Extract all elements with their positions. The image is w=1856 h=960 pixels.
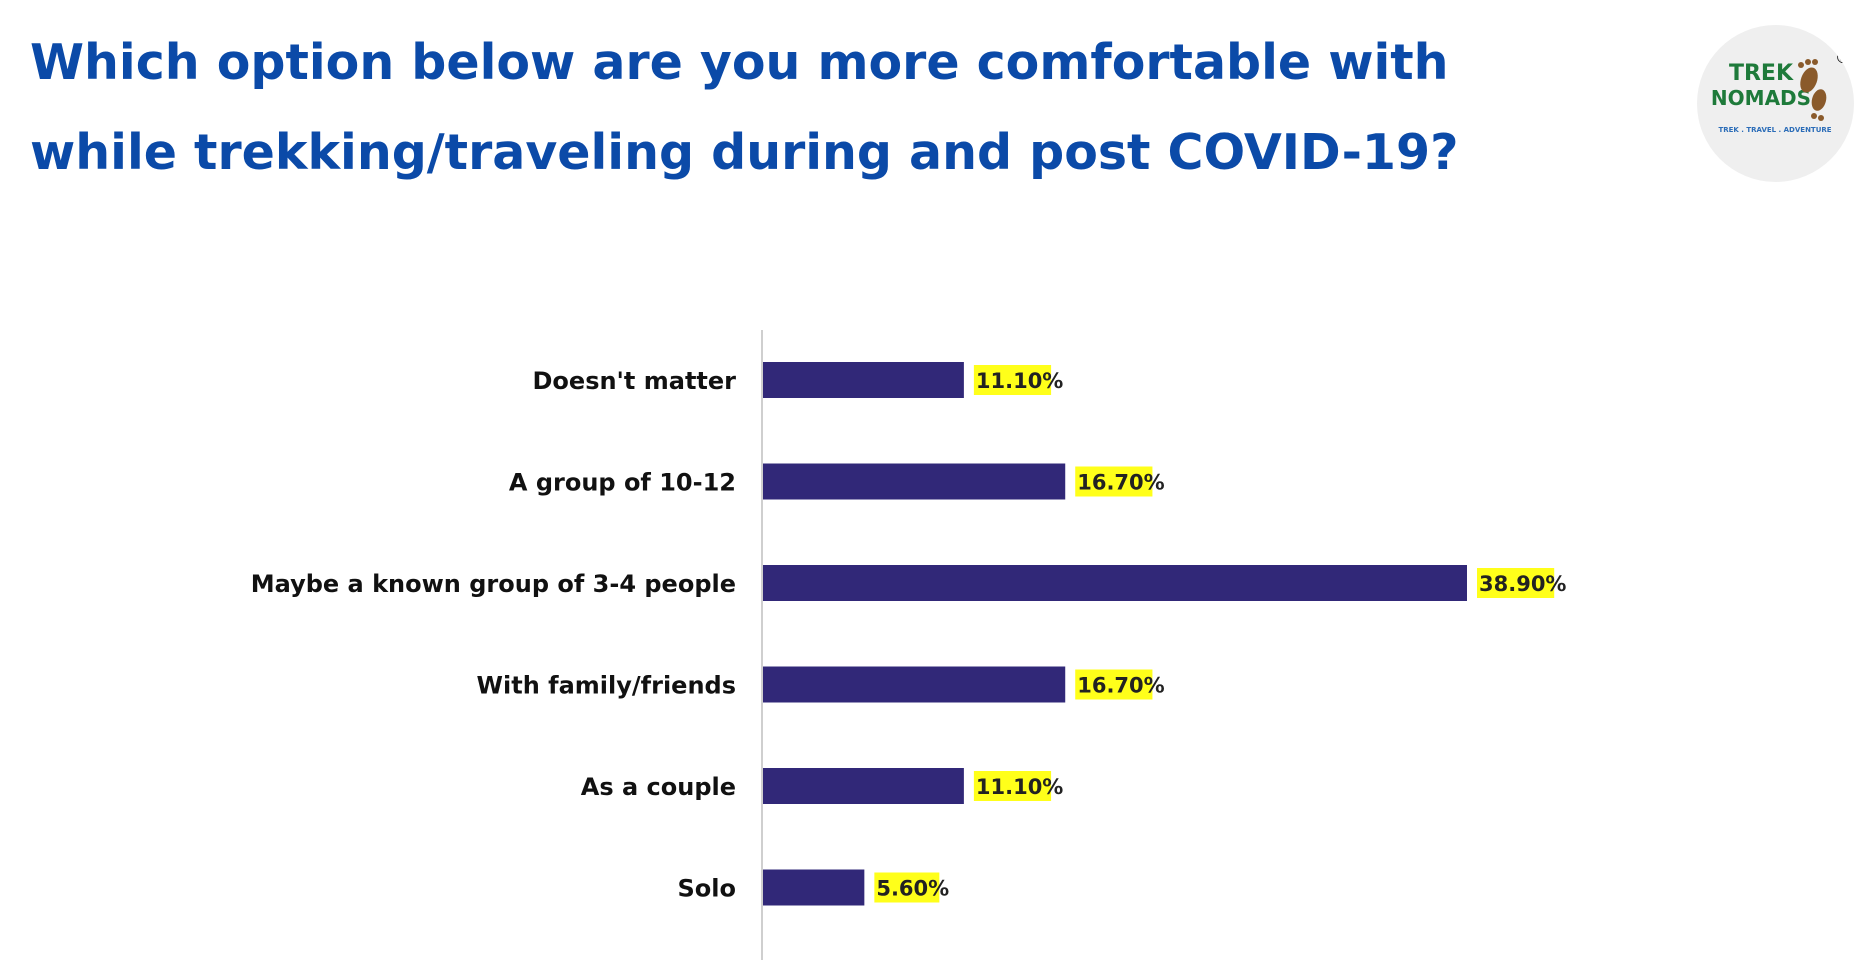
brand-logo: TREK NOMADS ® TREK . TRAVEL . ADVENTURE: [1697, 25, 1854, 182]
bar: [763, 666, 1066, 703]
bar: [763, 565, 1467, 601]
category-label: Solo: [678, 875, 737, 903]
data-label: 5.60%: [876, 877, 949, 901]
category-label: With family/friends: [477, 672, 736, 700]
category-label: Maybe a known group of 3-4 people: [251, 570, 736, 598]
bar: [763, 362, 964, 398]
chart-svg: Doesn't matter 11.10% A group of 10-12 16.7…: [251, 330, 1566, 960]
logo-tagline: TREK . TRAVEL . ADVENTURE: [1718, 126, 1831, 134]
footprints-icon: [1798, 59, 1827, 121]
data-label: 16.70%: [1077, 471, 1164, 495]
data-label: 38.90%: [1479, 572, 1566, 596]
data-label-highlight: [973, 771, 1052, 801]
bar: [763, 869, 865, 906]
bar-chart: Doesn't matter 11.10% A group of 10-12 16.7…: [0, 300, 1856, 960]
data-label: 11.10%: [976, 369, 1063, 393]
data-label-highlight: [1075, 466, 1153, 497]
logo-text-line1: TREK: [1729, 61, 1794, 86]
data-label: 16.70%: [1077, 674, 1164, 698]
chart-title: Which option below are you more comforta…: [30, 34, 1459, 181]
bar: [763, 463, 1066, 500]
data-label-highlight: [973, 365, 1052, 395]
category-label: Doesn't matter: [533, 367, 737, 395]
data-label-highlight: [874, 872, 940, 903]
category-label: A group of 10-12: [509, 469, 736, 497]
logo-text-line2: NOMADS: [1711, 86, 1811, 110]
data-label-highlight: [1477, 568, 1555, 598]
data-label: 11.10%: [976, 775, 1063, 799]
bar: [763, 768, 964, 804]
data-label-highlight: [1075, 669, 1153, 700]
logo-registered: ®: [1835, 48, 1851, 67]
category-label: As a couple: [581, 773, 736, 801]
